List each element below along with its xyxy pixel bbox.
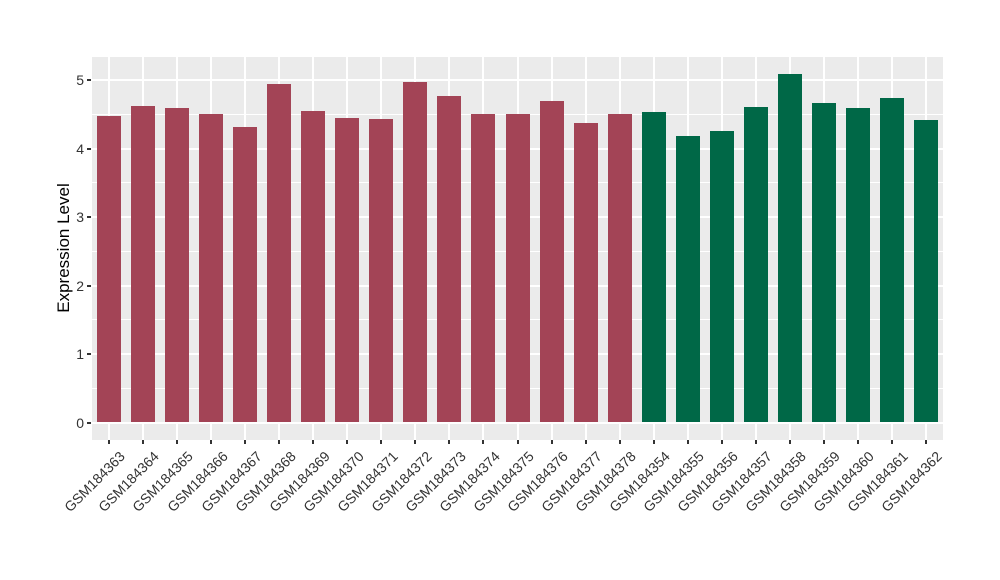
bar-GSM184368 — [267, 84, 292, 423]
bar-GSM184364 — [131, 106, 156, 423]
y-tick — [87, 147, 91, 150]
x-tick — [346, 440, 349, 444]
y-tick-label: 3 — [76, 209, 84, 225]
bar-GSM184359 — [811, 102, 836, 423]
y-tick-label: 0 — [76, 414, 84, 431]
bar-GSM184376 — [539, 101, 564, 423]
x-tick — [720, 440, 723, 444]
x-tick — [686, 440, 689, 444]
bar-GSM184378 — [607, 113, 632, 423]
x-tick — [448, 440, 451, 444]
bar-GSM184356 — [709, 130, 734, 423]
bar-GSM184374 — [471, 113, 496, 423]
bar-GSM184363 — [97, 116, 122, 423]
y-tick-label: 2 — [76, 277, 84, 294]
x-tick — [550, 440, 553, 444]
x-tick — [142, 440, 145, 444]
x-tick — [108, 440, 111, 444]
x-tick — [414, 440, 417, 444]
bar-GSM184361 — [879, 97, 904, 423]
x-tick — [754, 440, 757, 444]
x-tick — [312, 440, 315, 444]
y-tick-label: 1 — [76, 346, 84, 362]
x-tick — [652, 440, 655, 444]
x-tick — [822, 440, 825, 444]
bar-GSM184375 — [505, 113, 530, 423]
bar-GSM184357 — [743, 106, 768, 423]
y-tick — [87, 421, 91, 424]
bar-GSM184377 — [573, 123, 598, 423]
bar-GSM184367 — [233, 127, 258, 423]
bar-GSM184358 — [777, 73, 802, 423]
bar-GSM184370 — [335, 117, 360, 423]
x-tick — [210, 440, 213, 444]
x-tick — [278, 440, 281, 444]
bar-GSM184366 — [199, 113, 224, 423]
x-tick — [618, 440, 621, 444]
y-tick — [87, 284, 91, 287]
y-tick-label: 5 — [76, 72, 84, 88]
bar-GSM184355 — [675, 136, 700, 423]
bar-GSM184373 — [437, 95, 462, 423]
bar-GSM184362 — [913, 120, 938, 423]
bar-GSM184372 — [403, 82, 428, 423]
bar-GSM184369 — [301, 110, 326, 423]
x-tick — [176, 440, 179, 444]
plot-panel — [92, 57, 943, 440]
x-tick — [856, 440, 859, 444]
x-tick — [788, 440, 791, 444]
x-tick — [516, 440, 519, 444]
bar-GSM184371 — [369, 119, 394, 423]
bar-GSM184360 — [845, 108, 870, 423]
y-tick — [87, 79, 91, 81]
x-tick — [244, 440, 247, 444]
x-tick — [380, 440, 383, 444]
bar-GSM184365 — [165, 108, 190, 423]
y-tick — [87, 353, 91, 355]
x-tick — [890, 440, 893, 444]
x-tick — [584, 440, 587, 444]
x-tick — [924, 440, 927, 444]
bar-GSM184354 — [641, 111, 666, 423]
x-tick — [482, 440, 485, 444]
y-tick — [87, 216, 91, 218]
y-tick-label: 4 — [76, 140, 84, 157]
